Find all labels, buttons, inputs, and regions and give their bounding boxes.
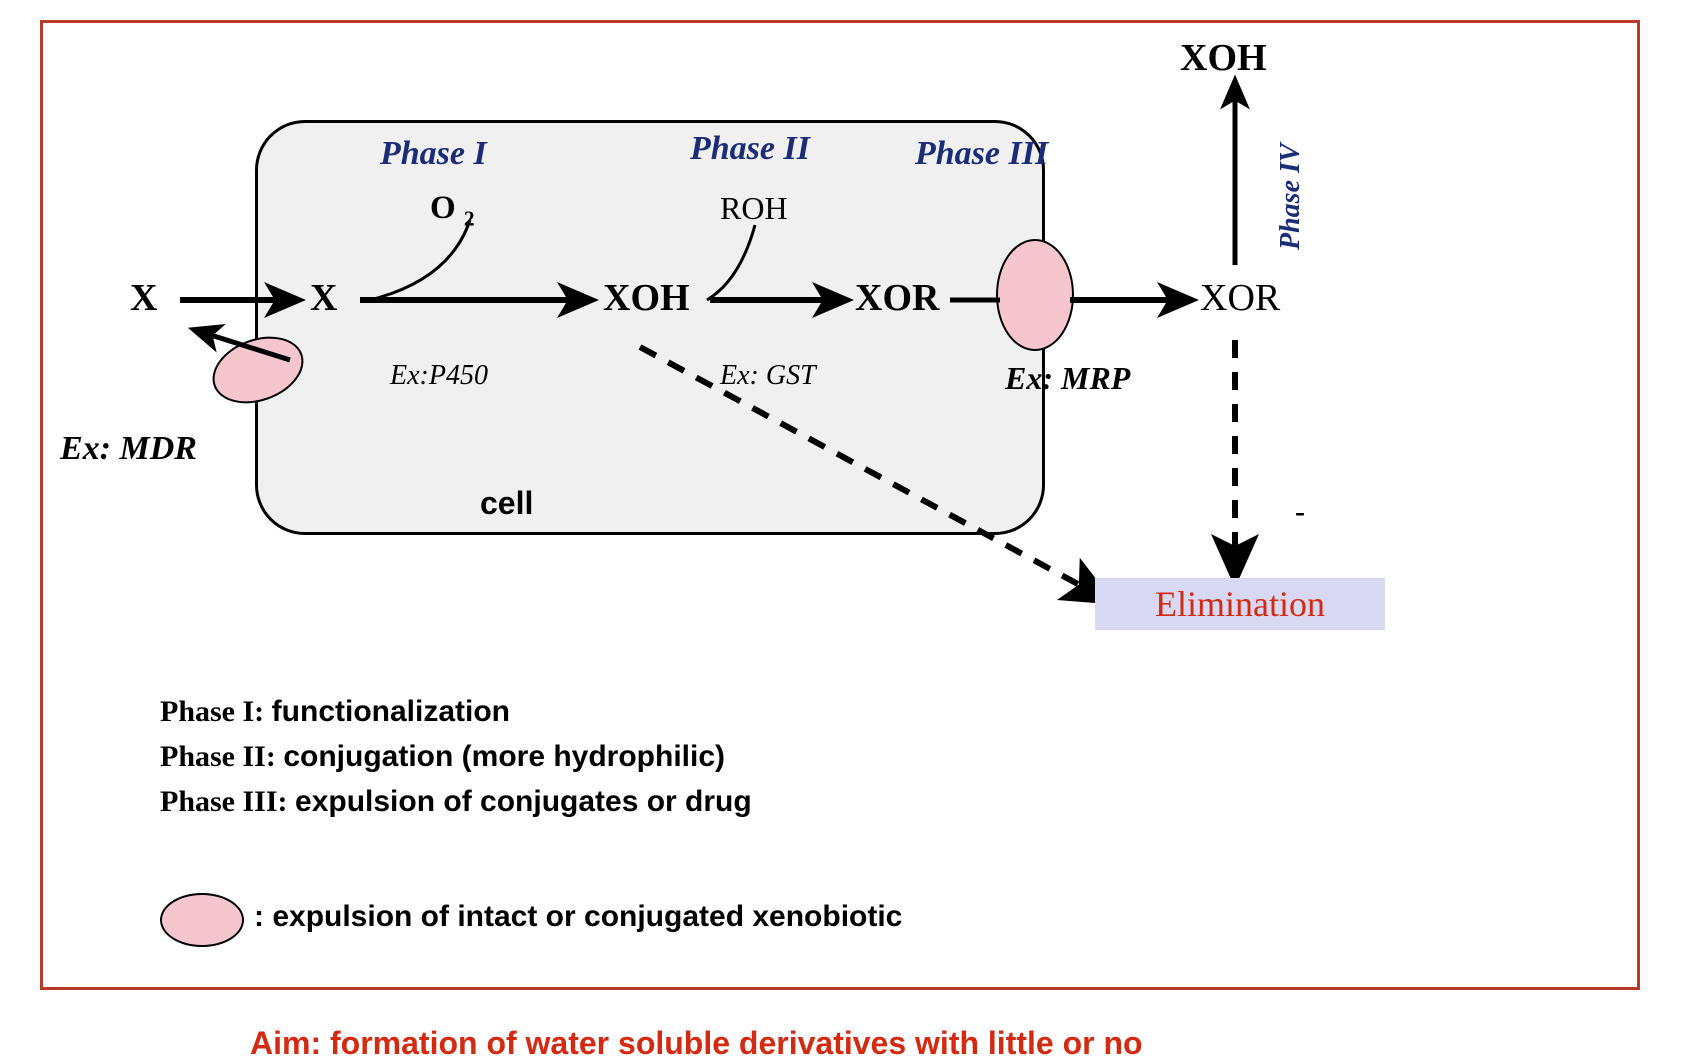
label-ex_mdr: Ex: MDR — [60, 430, 197, 468]
label-ex_p450: Ex:P450 — [390, 360, 488, 392]
label-roh: ROH — [720, 190, 788, 227]
label-phase3: Phase III — [915, 135, 1048, 173]
elimination-box: Elimination — [1095, 578, 1385, 630]
label-xoh_top: XOH — [1180, 36, 1267, 80]
label-phase1: Phase I — [380, 135, 487, 173]
label-phase2: Phase II — [690, 130, 810, 168]
label-phase4: Phase IV — [1275, 143, 1307, 250]
label-ex_gst: Ex: GST — [720, 360, 816, 392]
label-o2: O 2 — [430, 190, 475, 232]
label-dash_mark: - — [1295, 495, 1305, 529]
legend-line-1: Phase II: conjugation (more hydrophilic) — [160, 740, 725, 774]
legend-oval-icon — [160, 893, 244, 947]
bottom-cut-text: Aim: formation of water soluble derivati… — [250, 1025, 1143, 1062]
label-x_inside: X — [310, 276, 337, 320]
label-x_outside: X — [130, 276, 157, 320]
label-ex_mrp: Ex: MRP — [1005, 360, 1130, 397]
cell-boundary — [255, 120, 1045, 535]
label-cell: cell — [480, 485, 533, 522]
legend-line-2: Phase III: expulsion of conjugates or dr… — [160, 785, 752, 819]
label-xoh: XOH — [603, 276, 690, 320]
elimination-text: Elimination — [1155, 584, 1325, 624]
legend-oval-caption: : expulsion of intact or conjugated xeno… — [254, 900, 902, 934]
label-xor: XOR — [855, 276, 939, 320]
legend-line-0: Phase I: functionalization — [160, 695, 510, 729]
label-xor2: XOR — [1200, 276, 1280, 320]
